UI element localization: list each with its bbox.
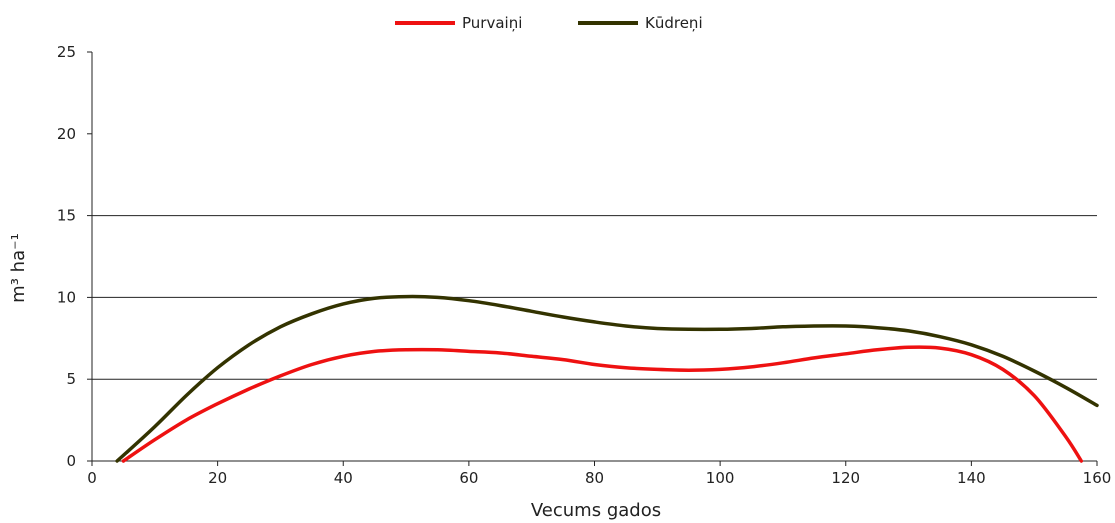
grid-lines xyxy=(92,215,1097,380)
axes xyxy=(87,51,1098,466)
x-axis-title: Vecums gados xyxy=(531,500,661,521)
legend-label-2: Kūdreņi xyxy=(645,14,703,32)
y-axis-title: m³ ha⁻¹ xyxy=(8,233,29,303)
x-tick-label-60: 60 xyxy=(459,469,478,487)
y-tick-label-0: 0 xyxy=(66,452,76,470)
x-tick-label-160: 160 xyxy=(1083,469,1112,487)
x-tick-label-80: 80 xyxy=(585,469,604,487)
tick-labels: 0 5 10 15 20 25 0 20 40 60 80 100 120 140 160 xyxy=(57,43,1111,487)
x-tick-label-140: 140 xyxy=(957,469,986,487)
y-tick-label-20: 20 xyxy=(57,125,76,143)
y-tick-label-5: 5 xyxy=(66,370,76,388)
y-tick-label-25: 25 xyxy=(57,43,76,61)
x-tick-label-120: 120 xyxy=(831,469,860,487)
x-tick-label-0: 0 xyxy=(87,469,97,487)
x-tick-label-40: 40 xyxy=(334,469,353,487)
series-line-2 xyxy=(115,294,1099,463)
series-lines xyxy=(115,294,1099,463)
y-tick-label-10: 10 xyxy=(57,288,76,306)
x-tick-label-100: 100 xyxy=(706,469,735,487)
legend: Purvaiņi Kūdreņi xyxy=(395,14,703,32)
legend-label-1: Purvaiņi xyxy=(462,14,522,32)
y-tick-label-15: 15 xyxy=(57,207,76,225)
series-line-1 xyxy=(121,345,1084,463)
x-tick-label-20: 20 xyxy=(208,469,227,487)
